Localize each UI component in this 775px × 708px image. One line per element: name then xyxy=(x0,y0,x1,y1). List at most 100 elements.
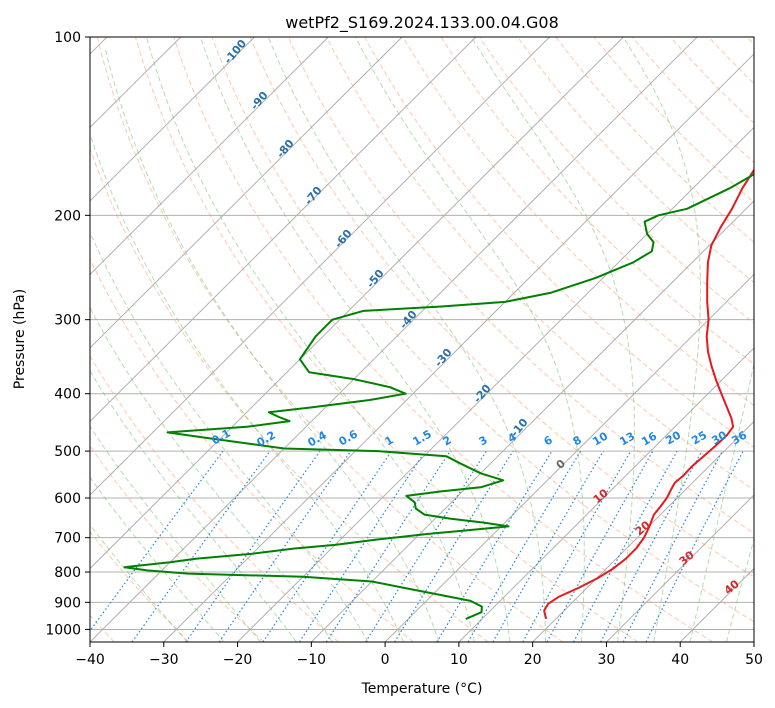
y-tick-label: 700 xyxy=(54,531,81,547)
mixing-ratio-label: 25 xyxy=(689,429,709,448)
isotherm-line xyxy=(90,37,550,496)
moist-adiabat xyxy=(104,49,440,642)
dry-adiabat xyxy=(326,37,754,491)
moist-adiabat xyxy=(90,476,225,642)
axes: −40 −30 −20 −10 0 10 20 30 40 5010020030040050060… xyxy=(45,30,763,668)
x-axis-label: Temperature (°C) xyxy=(361,681,483,697)
moist-adiabat-label: 20 xyxy=(633,518,653,538)
dry-adiabat-label: -70 xyxy=(302,184,325,208)
dry-adiabat-label: -90 xyxy=(248,89,271,113)
mixing-ratio-line xyxy=(262,450,393,642)
isotherm-line xyxy=(679,567,754,642)
dry-adiabat xyxy=(135,37,639,642)
mixing-ratio-label: 36 xyxy=(729,428,749,447)
dry-adiabat xyxy=(173,37,713,642)
chart-title: wetPf2_S169.2024.133.00.04.G08 xyxy=(285,13,559,33)
sounding-profiles xyxy=(123,168,754,620)
x-tick-label: −40 xyxy=(75,652,105,668)
dry-adiabat-label: -50 xyxy=(364,267,387,291)
isotherm-line xyxy=(90,37,329,276)
x-tick-label: 20 xyxy=(524,652,542,668)
mixing-ratio-line xyxy=(436,450,553,642)
isotherm-line xyxy=(458,347,754,642)
mixing-ratio-label: 1 xyxy=(383,433,396,448)
dry-adiabat-label: -40 xyxy=(397,308,420,332)
isotherm-line xyxy=(90,37,698,642)
mixing-ratio-line xyxy=(299,450,426,642)
moist-adiabat-label: 0 xyxy=(554,457,568,472)
dry-adiabat xyxy=(287,37,754,534)
mixing-ratio-line xyxy=(394,450,514,642)
mixing-ratio-line xyxy=(522,450,632,642)
dry-adiabat xyxy=(746,37,754,46)
dry-adiabat xyxy=(517,37,754,284)
x-tick-label: 50 xyxy=(745,652,763,668)
y-axis-label: Pressure (hPa) xyxy=(12,289,28,389)
isotherm-line xyxy=(753,641,754,642)
mixing-ratio-line xyxy=(325,450,451,642)
mixing-ratio-line xyxy=(645,450,744,642)
background-lines xyxy=(90,37,754,642)
dry-adiabat-label: -20 xyxy=(471,382,494,406)
moist-adiabat xyxy=(90,524,188,642)
y-tick-label: 600 xyxy=(54,491,81,507)
isotherm-line xyxy=(90,37,477,423)
isotherm-line xyxy=(90,37,624,570)
moist-adiabat xyxy=(622,37,701,642)
dry-adiabat xyxy=(211,37,754,623)
x-tick-label: −10 xyxy=(297,652,327,668)
temperature-profile-line xyxy=(543,168,754,620)
isotherm-line xyxy=(90,37,255,202)
mixing-ratio-line xyxy=(467,450,582,642)
y-tick-label: 200 xyxy=(54,208,81,224)
dry-adiabat-label: -100 xyxy=(221,37,249,67)
mixing-ratio-label: 0.4 xyxy=(306,428,330,449)
dry-adiabat xyxy=(96,37,564,642)
y-tick-label: 1000 xyxy=(45,622,81,638)
mixing-ratio-label: 20 xyxy=(663,428,683,447)
dry-adiabat xyxy=(90,530,190,642)
moist-adiabat xyxy=(90,425,261,642)
dry-adiabat xyxy=(90,147,489,642)
moist-adiabat-label: 30 xyxy=(677,548,697,568)
dry-adiabat-label: -80 xyxy=(274,137,297,161)
isotherm-line xyxy=(237,126,754,642)
mixing-ratio-line xyxy=(572,450,678,642)
mixing-ratio-label: 0.6 xyxy=(337,427,361,448)
mixing-ratio-line xyxy=(600,450,703,642)
moist-adiabat xyxy=(90,132,405,642)
y-tick-label: 100 xyxy=(54,30,81,46)
mixing-ratio-line xyxy=(90,450,224,632)
isotherm-line xyxy=(532,420,754,642)
mixing-ratio-line xyxy=(365,450,487,642)
moist-adiabat xyxy=(267,37,547,642)
dry-adiabat xyxy=(708,37,754,85)
isotherm-line xyxy=(90,37,403,349)
moist-adiabat xyxy=(200,37,511,642)
mixing-ratio-line xyxy=(546,450,654,642)
y-tick-label: 400 xyxy=(54,387,81,403)
mixing-ratio-label: 1.5 xyxy=(411,427,434,448)
mixing-ratio-label: 10 xyxy=(590,429,610,448)
x-tick-label: −20 xyxy=(223,652,253,668)
dry-adiabat-label: -30 xyxy=(432,346,455,370)
isotherm-line xyxy=(310,200,754,642)
dry-adiabat xyxy=(90,258,414,642)
mixing-ratio-label: 3 xyxy=(477,433,490,448)
mixing-ratio-line xyxy=(185,450,321,642)
y-tick-label: 500 xyxy=(54,444,81,460)
dry-adiabat xyxy=(555,37,754,243)
dry-adiabat-label: -60 xyxy=(332,227,355,251)
isotherm-line xyxy=(606,494,754,642)
mixing-ratio-line xyxy=(131,450,271,642)
dry-adiabat xyxy=(402,37,754,407)
plot-frame xyxy=(89,36,755,643)
dry-adiabat xyxy=(478,37,754,324)
mixing-ratio-label: 30 xyxy=(709,428,729,447)
dry-adiabat xyxy=(90,355,339,642)
x-tick-label: 0 xyxy=(381,652,390,668)
dry-adiabat xyxy=(364,37,754,448)
mixing-ratio-label: 6 xyxy=(542,433,555,448)
moist-adiabat xyxy=(355,37,585,642)
dry-adiabat xyxy=(249,37,754,578)
